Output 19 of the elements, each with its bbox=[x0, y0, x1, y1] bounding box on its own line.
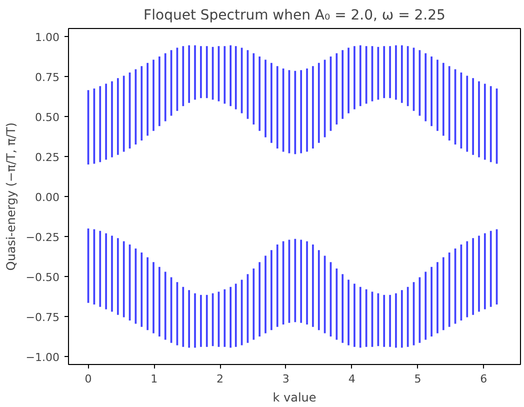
x-axis-title: k value bbox=[272, 390, 316, 404]
x-tick-label: 2 bbox=[216, 372, 224, 386]
y-tick-label: −0.75 bbox=[26, 311, 60, 324]
y-tick-label: 0.00 bbox=[35, 191, 60, 204]
y-tick-label: 0.50 bbox=[35, 111, 60, 124]
x-tick-label: 6 bbox=[480, 372, 488, 386]
x-tick-label: 1 bbox=[150, 372, 158, 386]
x-tick-label: 4 bbox=[348, 372, 356, 386]
y-tick-label: −0.50 bbox=[26, 271, 60, 284]
y-tick-label: −0.25 bbox=[26, 231, 60, 244]
x-tick-label: 5 bbox=[414, 372, 422, 386]
chart-title: Floquet Spectrum when A₀ = 2.0, ω = 2.25 bbox=[144, 8, 446, 24]
x-tick-label: 0 bbox=[84, 372, 92, 386]
y-axis-title: Quasi-energy (−π/T, π/T) bbox=[4, 122, 18, 271]
y-tick-label: 0.25 bbox=[35, 151, 60, 164]
y-tick-label: 0.75 bbox=[35, 71, 60, 84]
y-tick-label: −1.00 bbox=[26, 351, 60, 364]
x-tick-label: 3 bbox=[282, 372, 290, 386]
y-tick-label: 1.00 bbox=[35, 31, 60, 44]
